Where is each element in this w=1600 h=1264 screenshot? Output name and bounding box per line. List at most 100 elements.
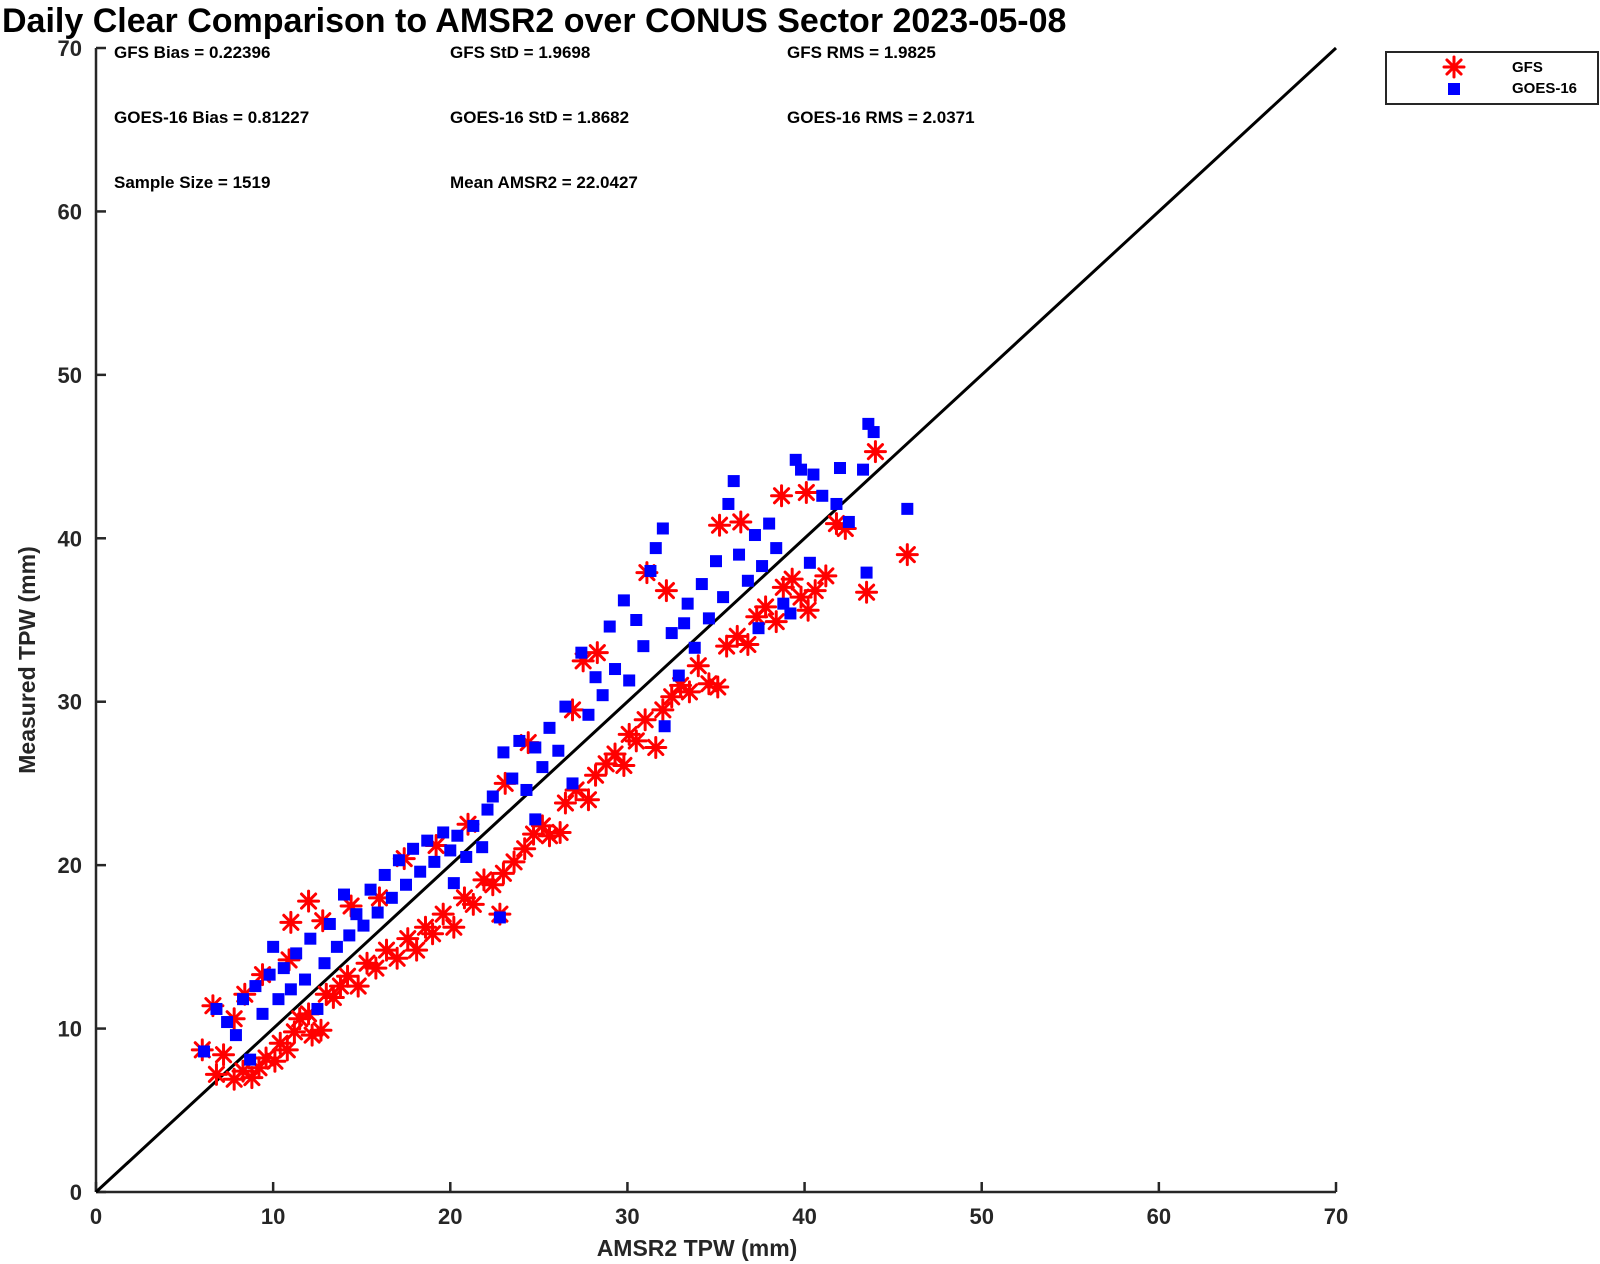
goes-point-45 — [513, 734, 526, 747]
y-tick-label-0: 0 — [70, 1180, 82, 1205]
goes-point-74 — [717, 591, 730, 604]
gfs-point-75 — [814, 564, 838, 588]
y-tick-label-10: 10 — [58, 1017, 82, 1042]
gfs-point-40 — [502, 850, 526, 874]
gfs-point-45 — [548, 820, 572, 844]
gfs-point-46 — [553, 791, 577, 815]
y-tick-label-70: 70 — [58, 36, 82, 61]
goes-point-37 — [460, 850, 473, 863]
gfs-point-87 — [585, 641, 609, 665]
goes-point-44 — [506, 772, 519, 785]
axes — [94, 48, 1336, 1194]
x-tick-label-50: 50 — [969, 1204, 993, 1229]
x-tick-label-40: 40 — [792, 1204, 816, 1229]
goes-point-13 — [290, 947, 303, 960]
goes-point-43 — [497, 746, 510, 759]
gfs-point-29 — [405, 938, 429, 962]
gfs-point-80 — [895, 543, 919, 567]
goes-point-62 — [637, 640, 650, 653]
goes-bias-label: GOES-16 Bias = 0.81227 — [114, 108, 309, 127]
goes-point-39 — [476, 841, 489, 854]
x-tick-label-10: 10 — [261, 1204, 285, 1229]
goes-point-19 — [330, 940, 343, 953]
gfs-point-48 — [576, 788, 600, 812]
gfs-point-23 — [346, 974, 370, 998]
goes-point-16 — [311, 1002, 324, 1015]
x-tick-label-0: 0 — [90, 1204, 102, 1229]
goes-point-93 — [857, 463, 870, 476]
gfs-point-55 — [633, 708, 657, 732]
goes-point-83 — [777, 597, 790, 610]
goes-point-40 — [481, 803, 494, 816]
goes-point-21 — [343, 929, 356, 942]
goes-point-22 — [350, 908, 363, 921]
gfs-point-82 — [794, 481, 818, 505]
gfs-point-28 — [396, 927, 420, 951]
gfs-point-83 — [708, 513, 732, 537]
goes-point-1 — [210, 1002, 223, 1015]
goes-point-18 — [323, 917, 336, 930]
goes-point-58 — [609, 663, 622, 676]
gfs-point-35 — [461, 892, 485, 916]
goes-point-64 — [649, 542, 662, 555]
goes-point-38 — [467, 819, 480, 832]
y-tick-label-60: 60 — [58, 199, 82, 224]
gfs-point-32 — [431, 902, 455, 926]
goes-point-27 — [385, 891, 398, 904]
legend-gfs-label: GFS — [1512, 59, 1543, 76]
goes-point-3 — [229, 1029, 242, 1042]
gfs-series — [190, 440, 919, 1091]
gfs-point-58 — [660, 685, 684, 709]
goes-point-60 — [623, 674, 636, 687]
goes-point-35 — [444, 844, 457, 857]
x-tick-label-30: 30 — [615, 1204, 639, 1229]
goes-point-24 — [364, 883, 377, 896]
goes-point-69 — [681, 597, 694, 610]
goes-point-50 — [552, 744, 565, 757]
gfs-point-73 — [796, 598, 820, 622]
mean-amsr2-label: Mean AMSR2 = 22.0427 — [450, 173, 638, 192]
goes-point-87 — [803, 556, 816, 569]
goes-point-89 — [816, 489, 829, 502]
gfs-point-60 — [677, 680, 701, 704]
gfs-point-27 — [385, 946, 409, 970]
goes-point-100 — [529, 813, 542, 826]
gfs-point-52 — [612, 753, 636, 777]
ticks: 0 10 20 30 40 50 60 70 0 10 20 30 40 50 60 70 — [58, 36, 1349, 1229]
gfs-point-57 — [651, 698, 675, 722]
legend-goes-marker — [1448, 83, 1460, 95]
goes-point-98 — [752, 622, 765, 635]
goes-point-4 — [237, 993, 250, 1006]
gfs-point-81 — [770, 484, 794, 508]
goes-point-10 — [272, 993, 285, 1006]
gfs-point-20 — [321, 986, 345, 1010]
goes-std-label: GOES-16 StD = 1.8682 — [450, 108, 629, 127]
goes-point-65 — [656, 522, 669, 535]
gfs-point-66 — [736, 633, 760, 657]
goes-point-61 — [630, 614, 643, 626]
chart-title: Daily Clear Comparison to AMSR2 over CON… — [2, 2, 1066, 40]
gfs-rms-label: GFS RMS = 1.9825 — [787, 43, 936, 62]
goes-point-91 — [834, 462, 846, 475]
one-to-one-line — [94, 46, 1338, 1194]
goes-rms-label: GOES-16 RMS = 2.0371 — [787, 108, 975, 127]
goes-point-94 — [860, 566, 873, 579]
gfs-point-79 — [863, 440, 887, 464]
goes-point-81 — [763, 517, 776, 530]
gfs-point-17 — [279, 910, 303, 934]
goes-point-54 — [582, 708, 595, 721]
x-tick-label-60: 60 — [1147, 1204, 1171, 1229]
goes-point-49 — [543, 721, 556, 734]
goes-point-47 — [529, 741, 542, 754]
goes-point-59 — [617, 594, 630, 607]
legend: GFS GOES-16 — [1385, 51, 1599, 105]
legend-gfs-asterisk — [1442, 55, 1466, 79]
goes-point-41 — [486, 790, 499, 803]
legend-box — [1385, 51, 1599, 105]
gfs-point-69 — [764, 610, 788, 634]
gfs-point-61 — [686, 654, 710, 678]
y-tick-label-50: 50 — [58, 363, 82, 388]
goes-point-5 — [244, 1053, 257, 1066]
goes-point-48 — [536, 761, 549, 774]
